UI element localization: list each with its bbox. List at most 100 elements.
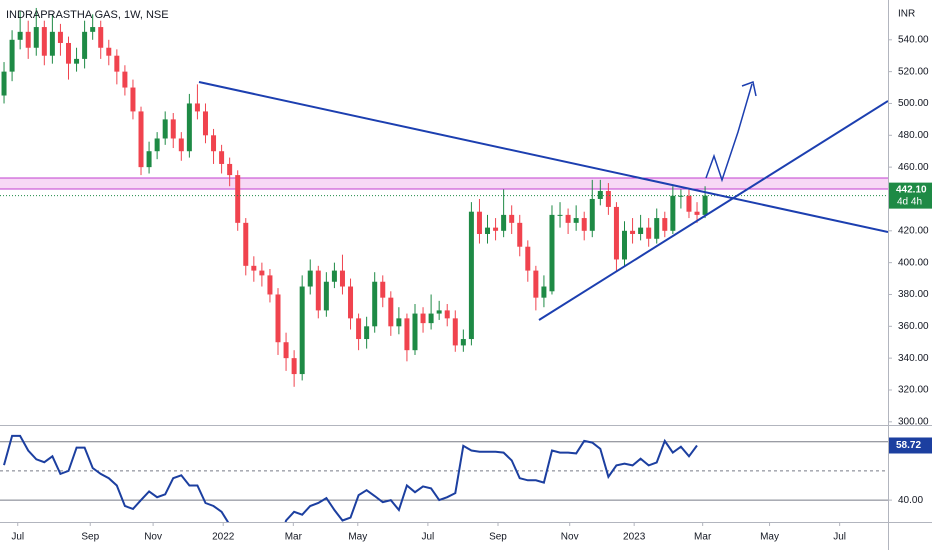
up-trendline	[538, 100, 888, 321]
x-tick-label: May	[348, 532, 367, 543]
candle-body	[581, 218, 587, 231]
x-tick-label: Mar	[285, 532, 303, 543]
candle-body	[49, 31, 55, 56]
candle-body	[436, 310, 442, 314]
x-tick-label: May	[760, 532, 779, 543]
candle-body	[323, 281, 329, 311]
x-tick-label: Jul	[833, 532, 846, 543]
x-tick-label: Nov	[144, 532, 162, 543]
candle-body	[162, 119, 168, 139]
countdown-label: 4d 4h	[897, 196, 922, 207]
x-tick-label: 2022	[212, 532, 235, 543]
candle-body	[638, 227, 644, 234]
candle-body	[307, 270, 313, 287]
candle-body	[509, 214, 515, 223]
x-tick-label: Jul	[421, 532, 434, 543]
candle-body	[186, 103, 192, 152]
y-tick-label: 540.00	[898, 34, 929, 45]
candle-body	[662, 218, 668, 231]
candle-body	[452, 318, 458, 346]
candle-body	[356, 318, 362, 340]
candle-body	[613, 206, 619, 260]
candle-body	[589, 198, 595, 231]
candle-body	[476, 211, 482, 234]
candle-body	[605, 191, 611, 207]
candle-body	[404, 318, 410, 351]
candle-body	[283, 342, 289, 359]
candle-body	[501, 214, 507, 231]
candle-body	[146, 151, 152, 168]
candle-body	[412, 313, 418, 351]
candle-body	[485, 227, 491, 234]
candle-body	[565, 214, 571, 223]
candle-body	[573, 218, 579, 223]
candle-body	[267, 275, 273, 295]
candle-body	[678, 195, 684, 197]
candle-body	[622, 230, 628, 260]
currency: INR	[898, 9, 915, 20]
candle-body	[90, 27, 96, 32]
y-tick-label: 480.00	[898, 130, 929, 141]
candle-body	[517, 222, 523, 247]
candle-body	[194, 103, 200, 112]
candle-body	[211, 135, 217, 152]
candle-body	[235, 175, 241, 223]
price-pane	[0, 7, 888, 387]
candle-body	[114, 55, 120, 72]
rsi-tick-label: 40.00	[898, 495, 923, 506]
last-price-label: 442.10	[896, 184, 927, 195]
candle-body	[380, 281, 386, 298]
candle-body	[428, 313, 434, 324]
candle-body	[468, 211, 474, 340]
candle-body	[597, 191, 603, 199]
y-tick-label: 420.00	[898, 225, 929, 236]
candle-body	[291, 358, 297, 375]
candle-body	[9, 39, 15, 72]
candle-body	[219, 151, 225, 164]
last-price-box	[889, 182, 932, 209]
y-tick-label: 460.00	[898, 162, 929, 173]
candle-body	[646, 227, 652, 239]
candle-body	[525, 246, 531, 271]
candle-body	[315, 270, 321, 311]
x-tick-label: Mar	[694, 532, 712, 543]
y-tick-label: 320.00	[898, 385, 929, 396]
candle-body	[339, 270, 345, 287]
candle-body	[98, 27, 104, 48]
y-tick-label: 340.00	[898, 353, 929, 364]
candle-body	[396, 318, 402, 327]
candle-body	[331, 270, 337, 282]
axes: 300.00 320.00 340.00 360.00 380.00 400.00 420.…	[11, 34, 932, 543]
candle-body	[299, 286, 305, 375]
candle-body	[686, 195, 692, 212]
candle-body	[130, 87, 136, 112]
candle-body	[702, 195, 708, 215]
candle-body	[541, 286, 547, 298]
resistance-zone	[0, 178, 888, 189]
chart-title: INDRAPRASTHA GAS, 1W, NSE	[6, 9, 169, 21]
x-tick-label: Nov	[561, 532, 579, 543]
candle-body	[493, 227, 499, 231]
candle-body	[1, 71, 7, 96]
candle-body	[57, 31, 63, 43]
candle-body	[170, 119, 176, 139]
rsi-last-label: 58.72	[896, 440, 921, 451]
candle-body	[106, 47, 112, 56]
down-trendline	[198, 81, 888, 233]
rsi-line	[3, 434, 698, 522]
candle-body	[557, 214, 563, 216]
x-tick-label: 2023	[623, 532, 646, 543]
candle-body	[243, 222, 249, 266]
candle-body	[420, 313, 426, 324]
rsi-pane	[0, 434, 888, 522]
candle-body	[630, 230, 636, 234]
candle-body	[670, 195, 676, 231]
candle-body	[388, 297, 394, 327]
y-tick-label: 360.00	[898, 321, 929, 332]
candle-body	[348, 286, 354, 319]
candle-body	[444, 310, 450, 319]
y-tick-label: 300.00	[898, 416, 929, 427]
candle-body	[74, 58, 80, 64]
candle-body	[202, 111, 208, 136]
